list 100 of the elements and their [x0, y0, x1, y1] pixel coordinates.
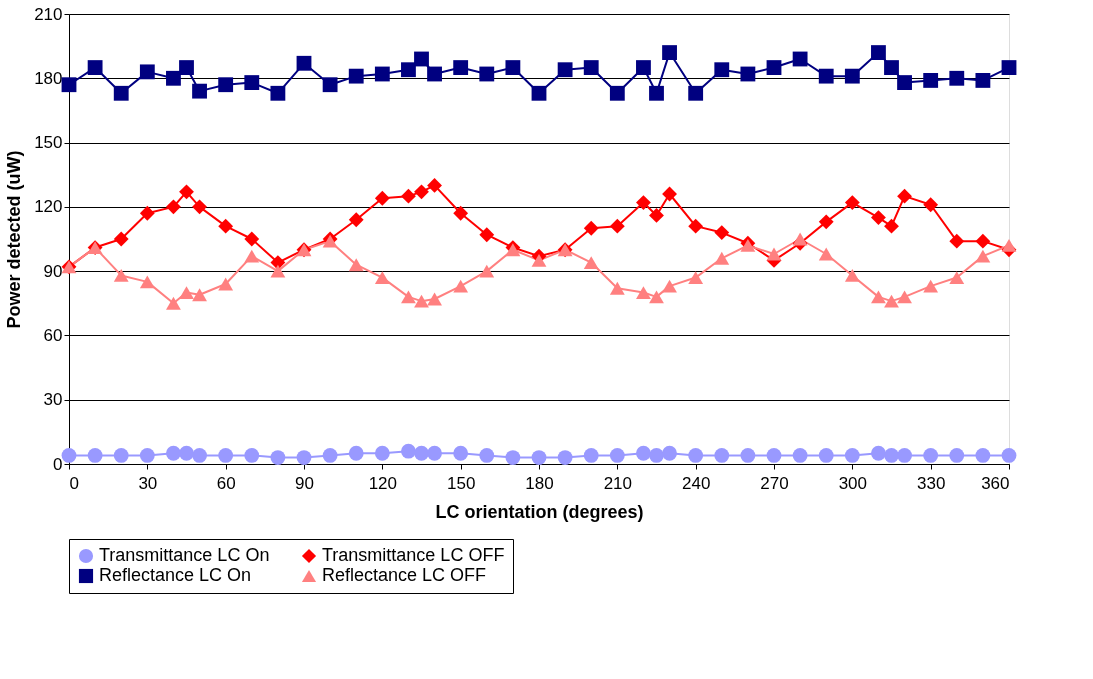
y-tick-label: 120 [34, 197, 63, 217]
y-tick-label: 0 [53, 454, 63, 474]
y-tick-label: 30 [43, 390, 63, 410]
point [218, 277, 234, 291]
point [609, 448, 625, 463]
point [871, 445, 886, 461]
point [609, 281, 625, 295]
point [818, 68, 834, 84]
point [453, 279, 469, 293]
point [61, 448, 77, 463]
point [583, 220, 599, 236]
point [688, 85, 704, 101]
point [192, 83, 207, 99]
x-tick-label: 60 [216, 473, 236, 493]
point [923, 73, 939, 88]
point [1001, 60, 1017, 75]
point [818, 214, 834, 230]
point [453, 60, 469, 75]
point [374, 66, 390, 82]
point [87, 448, 103, 463]
point [975, 233, 991, 249]
x-tick-label: 0 [69, 473, 79, 493]
point [844, 269, 860, 282]
point [897, 290, 912, 304]
point [479, 227, 495, 243]
point [740, 448, 756, 463]
point [557, 450, 573, 465]
point [884, 448, 899, 463]
point [244, 448, 260, 463]
point [583, 60, 599, 75]
point [244, 231, 260, 247]
x-tick-label: 210 [603, 473, 633, 493]
point [179, 445, 194, 461]
point [1001, 448, 1017, 463]
point [1001, 239, 1017, 252]
point [166, 70, 181, 86]
point [531, 254, 547, 267]
point [871, 210, 886, 225]
point [505, 450, 521, 465]
point [923, 197, 939, 213]
point [139, 64, 155, 80]
point [374, 271, 390, 284]
point [636, 286, 651, 299]
point [649, 208, 664, 223]
point [649, 448, 664, 463]
point [949, 70, 965, 86]
point [479, 264, 495, 278]
point [179, 286, 194, 299]
point [714, 448, 730, 463]
point [296, 55, 312, 71]
point [401, 188, 416, 204]
point [766, 247, 782, 261]
point [113, 85, 129, 101]
point [609, 85, 625, 101]
point [949, 233, 965, 249]
point [166, 445, 181, 461]
point [714, 225, 730, 240]
point [688, 218, 704, 234]
point [871, 45, 886, 60]
point [414, 184, 429, 200]
point [818, 448, 834, 463]
point [374, 190, 390, 206]
point [453, 205, 469, 221]
point [583, 448, 599, 463]
point [884, 294, 899, 308]
point [192, 288, 207, 302]
point [714, 251, 730, 265]
point [505, 60, 521, 75]
point [401, 290, 416, 304]
point [401, 62, 416, 78]
x-tick-label: 30 [138, 473, 158, 493]
point [61, 77, 77, 93]
point [479, 448, 495, 463]
x-tick-label: 180 [525, 473, 554, 493]
point [348, 212, 364, 228]
point [662, 445, 677, 461]
point [766, 60, 782, 75]
point [414, 51, 429, 67]
point [531, 85, 547, 101]
x-tick-label: 240 [681, 473, 711, 493]
point [139, 448, 155, 463]
point [871, 290, 886, 304]
point [322, 77, 338, 93]
y-tick-label: 60 [43, 325, 63, 345]
point [792, 448, 808, 463]
point [844, 195, 860, 210]
point [766, 448, 782, 463]
point [662, 45, 677, 60]
point [244, 249, 260, 263]
point [740, 239, 756, 252]
point [427, 178, 442, 193]
point [688, 448, 704, 463]
point [113, 269, 129, 282]
point [649, 85, 664, 101]
legend-label: Transmittance LC OFF [322, 545, 505, 565]
point [166, 199, 181, 215]
x-tick-label: 90 [295, 473, 314, 493]
point [636, 195, 651, 210]
point [139, 275, 155, 289]
point [192, 448, 207, 463]
